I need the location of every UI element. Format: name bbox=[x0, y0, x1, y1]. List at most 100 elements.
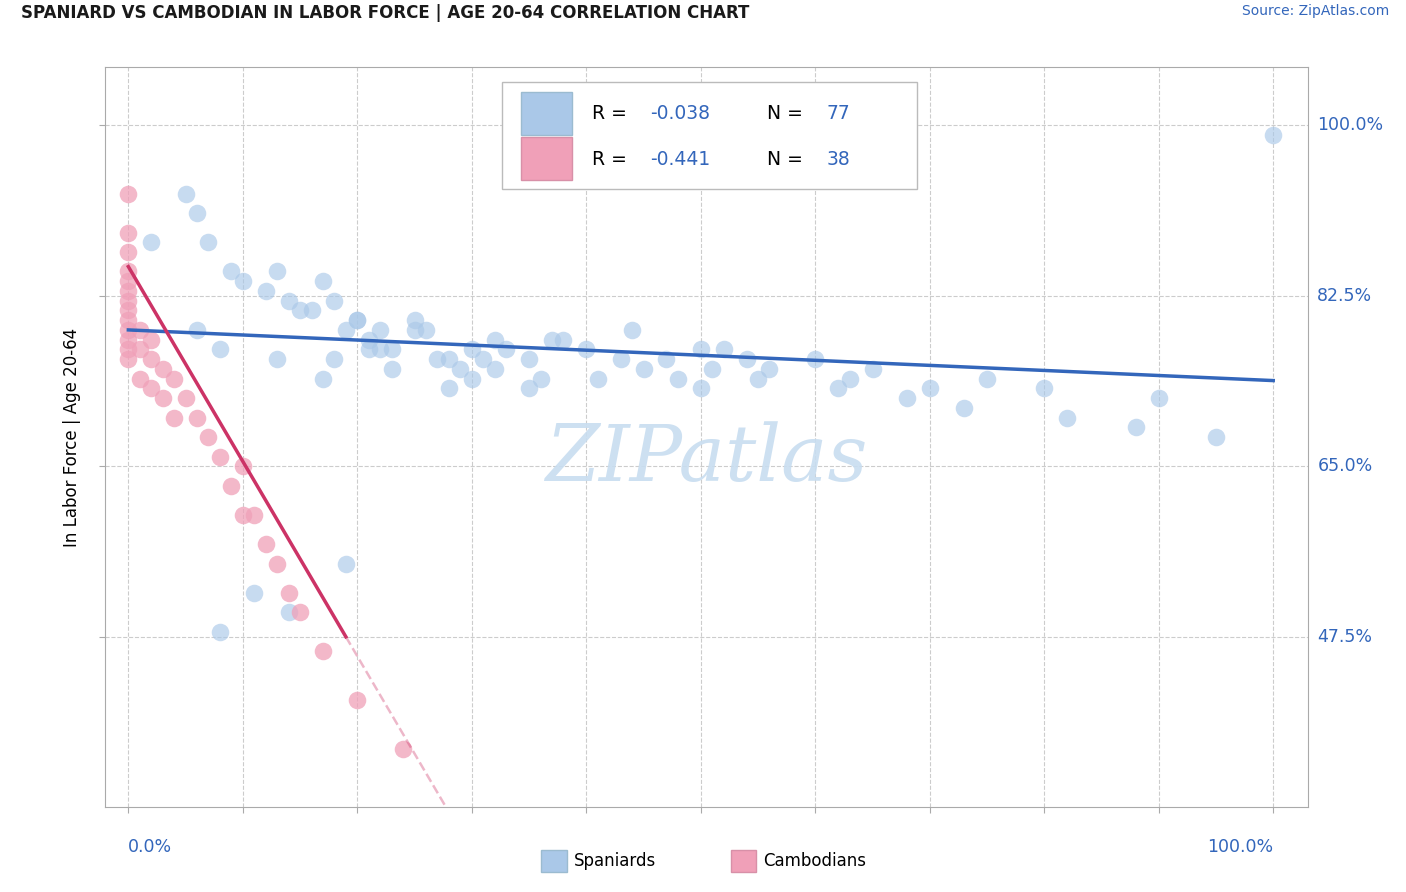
Point bbox=[141, 333, 163, 347]
Point bbox=[141, 381, 163, 395]
Point bbox=[896, 391, 918, 405]
Point bbox=[357, 343, 380, 357]
Point bbox=[117, 303, 139, 318]
Point bbox=[747, 371, 769, 385]
Point bbox=[838, 371, 860, 385]
Point bbox=[461, 371, 484, 385]
Point bbox=[221, 479, 243, 493]
Text: -0.038: -0.038 bbox=[650, 104, 710, 123]
Point bbox=[163, 371, 186, 385]
Point bbox=[346, 313, 368, 327]
Point bbox=[1125, 420, 1147, 434]
Point bbox=[689, 381, 711, 395]
Text: SPANIARD VS CAMBODIAN IN LABOR FORCE | AGE 20-64 CORRELATION CHART: SPANIARD VS CAMBODIAN IN LABOR FORCE | A… bbox=[21, 4, 749, 22]
Point bbox=[208, 624, 231, 639]
Point bbox=[208, 343, 231, 357]
Point bbox=[277, 586, 299, 600]
Text: Spaniards: Spaniards bbox=[574, 852, 655, 871]
Point bbox=[254, 537, 277, 551]
Point bbox=[174, 186, 197, 201]
Point bbox=[517, 352, 540, 367]
Point bbox=[266, 264, 288, 278]
Point bbox=[862, 362, 884, 376]
Point bbox=[702, 362, 724, 376]
Point bbox=[312, 644, 335, 658]
Text: 65.0%: 65.0% bbox=[1317, 458, 1372, 475]
Text: Cambodians: Cambodians bbox=[763, 852, 866, 871]
Point bbox=[323, 352, 346, 367]
Point bbox=[484, 362, 506, 376]
Point bbox=[404, 323, 426, 337]
Point bbox=[335, 557, 357, 571]
Text: R =: R = bbox=[592, 150, 633, 169]
Point bbox=[404, 313, 426, 327]
Point bbox=[312, 371, 335, 385]
Point bbox=[346, 313, 368, 327]
Point bbox=[117, 244, 139, 259]
Point bbox=[117, 293, 139, 308]
Bar bbox=[522, 137, 572, 180]
Point bbox=[553, 333, 575, 347]
Point bbox=[586, 371, 609, 385]
Text: -0.441: -0.441 bbox=[650, 150, 710, 169]
Text: N =: N = bbox=[766, 150, 808, 169]
Point bbox=[312, 274, 335, 288]
Point bbox=[621, 323, 644, 337]
Point bbox=[266, 352, 288, 367]
Point bbox=[141, 352, 163, 367]
Point bbox=[415, 323, 437, 337]
Point bbox=[288, 606, 311, 620]
Point bbox=[346, 693, 368, 707]
Point bbox=[1205, 430, 1227, 444]
Point bbox=[152, 391, 174, 405]
Text: 100.0%: 100.0% bbox=[1317, 116, 1384, 135]
Text: R =: R = bbox=[592, 104, 633, 123]
Point bbox=[381, 343, 404, 357]
Point bbox=[117, 313, 139, 327]
Point bbox=[758, 362, 780, 376]
Point bbox=[1056, 410, 1078, 425]
Point bbox=[128, 343, 150, 357]
Point bbox=[186, 323, 208, 337]
Point bbox=[713, 343, 735, 357]
Point bbox=[461, 343, 484, 357]
Point bbox=[221, 264, 243, 278]
Text: Source: ZipAtlas.com: Source: ZipAtlas.com bbox=[1241, 4, 1389, 19]
Point bbox=[517, 381, 540, 395]
Point bbox=[277, 606, 299, 620]
Point bbox=[117, 323, 139, 337]
Point bbox=[976, 371, 998, 385]
Point bbox=[735, 352, 758, 367]
Point bbox=[243, 586, 266, 600]
Point bbox=[266, 557, 288, 571]
Text: 100.0%: 100.0% bbox=[1208, 838, 1274, 855]
Point bbox=[484, 333, 506, 347]
Point bbox=[918, 381, 941, 395]
Point bbox=[633, 362, 655, 376]
Point bbox=[381, 362, 404, 376]
Point bbox=[197, 430, 219, 444]
Point bbox=[666, 371, 689, 385]
Point bbox=[323, 293, 346, 308]
Point bbox=[392, 741, 415, 756]
Point bbox=[609, 352, 631, 367]
Point bbox=[357, 333, 380, 347]
Text: N =: N = bbox=[766, 104, 808, 123]
Point bbox=[655, 352, 678, 367]
Point bbox=[117, 264, 139, 278]
Point bbox=[437, 352, 460, 367]
Point bbox=[117, 284, 139, 298]
Text: 38: 38 bbox=[827, 150, 851, 169]
Point bbox=[1033, 381, 1056, 395]
Point bbox=[277, 293, 299, 308]
Point bbox=[541, 333, 564, 347]
Point bbox=[288, 303, 311, 318]
Point bbox=[186, 206, 208, 220]
Text: 0.0%: 0.0% bbox=[128, 838, 173, 855]
Point bbox=[437, 381, 460, 395]
Point bbox=[232, 459, 254, 474]
Point bbox=[117, 186, 139, 201]
Point bbox=[117, 333, 139, 347]
Text: 47.5%: 47.5% bbox=[1317, 628, 1372, 646]
Point bbox=[368, 323, 391, 337]
